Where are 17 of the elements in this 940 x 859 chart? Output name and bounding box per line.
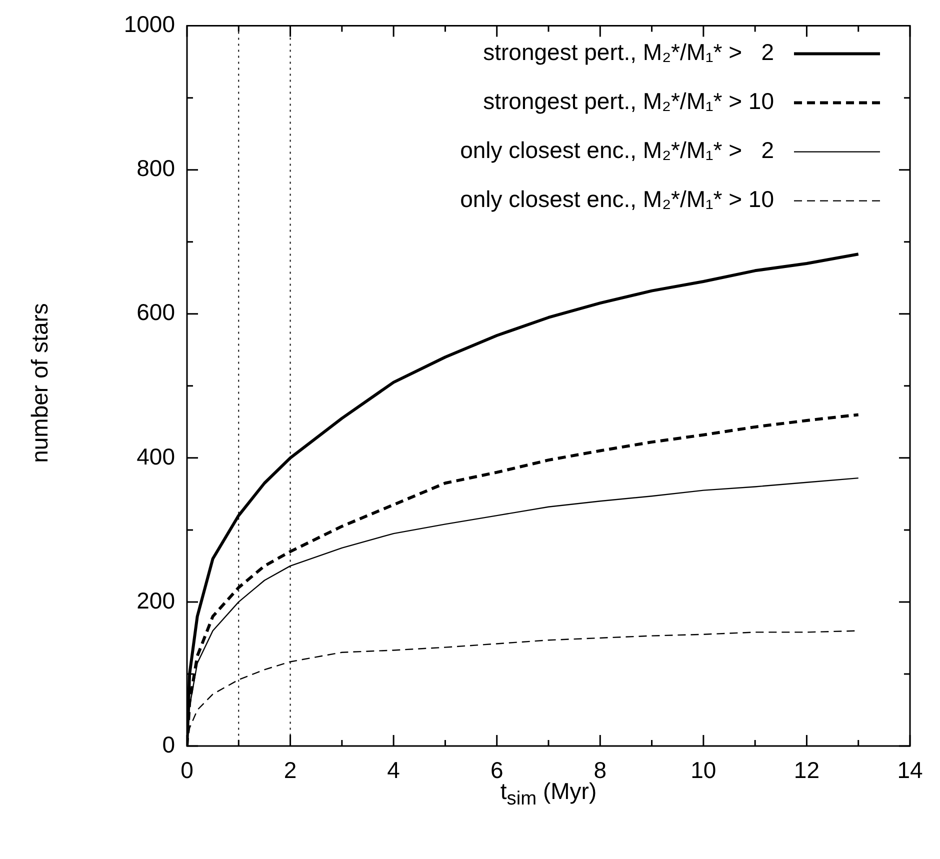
y-axis-title: number of stars	[26, 303, 54, 463]
y-tick-label: 600	[136, 299, 175, 326]
x-tick-label: 0	[180, 757, 194, 784]
x-tick-label: 12	[794, 757, 820, 784]
legend-label: only closest enc., M₂*/M₁* > 2	[460, 137, 774, 164]
x-tick-label: 4	[387, 757, 400, 784]
y-tick-label: 1000	[124, 11, 175, 38]
y-tick-label: 0	[162, 731, 175, 758]
y-tick-label: 400	[136, 443, 175, 470]
x-tick-label: 2	[284, 757, 297, 784]
legend-label: strongest pert., M₂*/M₁* > 10	[483, 88, 774, 114]
x-tick-label: 10	[690, 757, 716, 784]
legend-label: only closest enc., M₂*/M₁* > 10	[460, 186, 774, 212]
y-tick-label: 200	[136, 587, 175, 614]
legend-label: strongest pert., M₂*/M₁* > 2	[483, 39, 774, 66]
y-tick-label: 800	[136, 155, 175, 182]
x-tick-label: 14	[897, 757, 923, 784]
